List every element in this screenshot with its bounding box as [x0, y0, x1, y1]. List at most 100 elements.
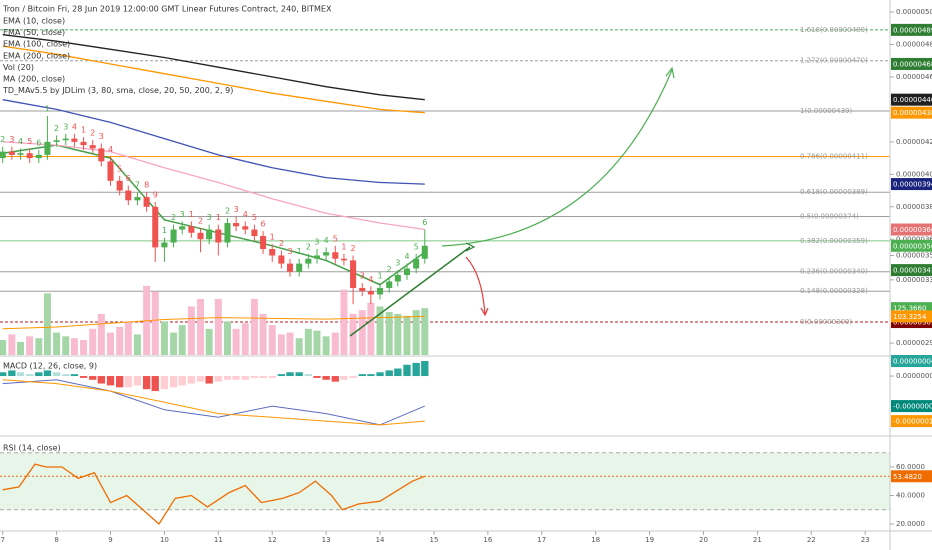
macd-histogram [358, 374, 366, 377]
candle-body [116, 180, 123, 191]
candle-body [251, 229, 258, 237]
candle-body [80, 141, 87, 146]
td-count: 6 [36, 138, 41, 147]
candle-body [313, 255, 320, 259]
macd-histogram [89, 376, 97, 380]
fib-label: 0.786(0.00000411) [800, 152, 868, 160]
arrow-head [665, 66, 675, 79]
candle-body [242, 226, 249, 230]
price-tag-label: 0.00000341 [893, 267, 932, 275]
td-count: 3 [180, 210, 185, 219]
td-count: 4 [324, 236, 329, 245]
rsi-line [2, 463, 426, 525]
legend-entry: MA (200, close) [3, 75, 65, 84]
price-tag-label: 0.00000394 [893, 181, 932, 189]
macd-histogram [178, 376, 186, 386]
macd-histogram [196, 376, 205, 382]
macd-histogram [412, 362, 420, 377]
volume-bar [80, 340, 88, 355]
bearish-arrow [465, 256, 486, 315]
x-tick-label: 20 [699, 536, 708, 544]
x-tick-label: 22 [807, 536, 816, 544]
macd-histogram [97, 376, 106, 384]
y-tick-label: 40.0000 [896, 491, 925, 499]
td-count: 6 [261, 220, 266, 229]
macd-histogram [385, 370, 393, 377]
volume-bar [412, 310, 420, 355]
td-count: 2 [171, 213, 176, 222]
volume-bar [35, 338, 43, 355]
fib-label: 0.618(0.00000389) [800, 188, 868, 196]
candle-body [53, 140, 60, 142]
x-tick-label: 8 [54, 536, 58, 544]
macd-histogram [259, 376, 267, 378]
td-count: 2 [306, 242, 311, 251]
x-tick-label: 13 [322, 536, 331, 544]
macd-histogram [394, 368, 402, 377]
td-count: 1 [270, 233, 275, 242]
td-count: 5 [27, 137, 32, 146]
candle-body [188, 226, 195, 233]
candle-body [296, 263, 303, 272]
candle-body [8, 151, 15, 155]
rsi-band [0, 452, 890, 510]
candle-body [35, 154, 42, 159]
td-count: 2 [0, 135, 5, 144]
candle-body [215, 229, 222, 243]
candle-body [206, 229, 213, 240]
candle-body [359, 287, 366, 292]
macd-histogram [295, 372, 303, 377]
candle-body [170, 229, 177, 243]
td-count: 2 [225, 207, 230, 216]
text-layer: 0.00000489 0.00000468 0.00000446 0.00000438… [0, 2, 932, 483]
price-tag-label: -0.00000008 [893, 403, 932, 411]
price-tag-label: 0.00000309 [893, 319, 932, 327]
macd-histogram [268, 376, 276, 378]
volume-bar [394, 313, 402, 355]
candle-body [386, 281, 393, 288]
macd-line [2, 379, 425, 426]
price-tag [891, 57, 932, 70]
price-tag-label: -0.00000012 [893, 418, 932, 426]
td-count: 6 [422, 218, 427, 227]
td-count: 5 [333, 234, 338, 243]
legend-entry: EMA (10, close) [3, 17, 65, 26]
volume-bar [97, 313, 105, 355]
candle-body [224, 223, 231, 243]
candle-body [233, 223, 240, 227]
price-tag [891, 415, 932, 428]
macd-histogram [151, 376, 159, 392]
candle-body [394, 274, 401, 282]
candle-body [377, 287, 384, 295]
price-tag [891, 239, 932, 252]
ma-line [2, 99, 425, 185]
price-tag [891, 23, 932, 36]
x-tick-label: 10 [160, 536, 169, 544]
volume-bar [43, 293, 51, 355]
x-tick-label: 15 [429, 536, 438, 544]
price-tag-label: 0.00000438 [893, 109, 932, 117]
td-count: 1 [297, 247, 302, 256]
candle-body [26, 153, 33, 159]
volume-bar [286, 332, 294, 355]
volume-bar [340, 289, 348, 355]
macd-histogram [331, 376, 339, 382]
x-tick-label: 12 [268, 536, 277, 544]
price-tag-label: 0.00000366 [893, 226, 932, 234]
macd-histogram [286, 372, 294, 377]
price-tag [891, 310, 932, 323]
td-count: 5 [252, 213, 257, 222]
price-tag-label: 103.3254 [893, 313, 927, 321]
macd-histogram [62, 374, 70, 377]
volume-bar [295, 338, 303, 355]
price-tag-label: 0.00000356 [893, 242, 932, 250]
candle-body [278, 255, 285, 264]
volume-bar [124, 321, 132, 355]
macd-histogram [169, 376, 178, 388]
td-count: 3 [395, 259, 400, 268]
